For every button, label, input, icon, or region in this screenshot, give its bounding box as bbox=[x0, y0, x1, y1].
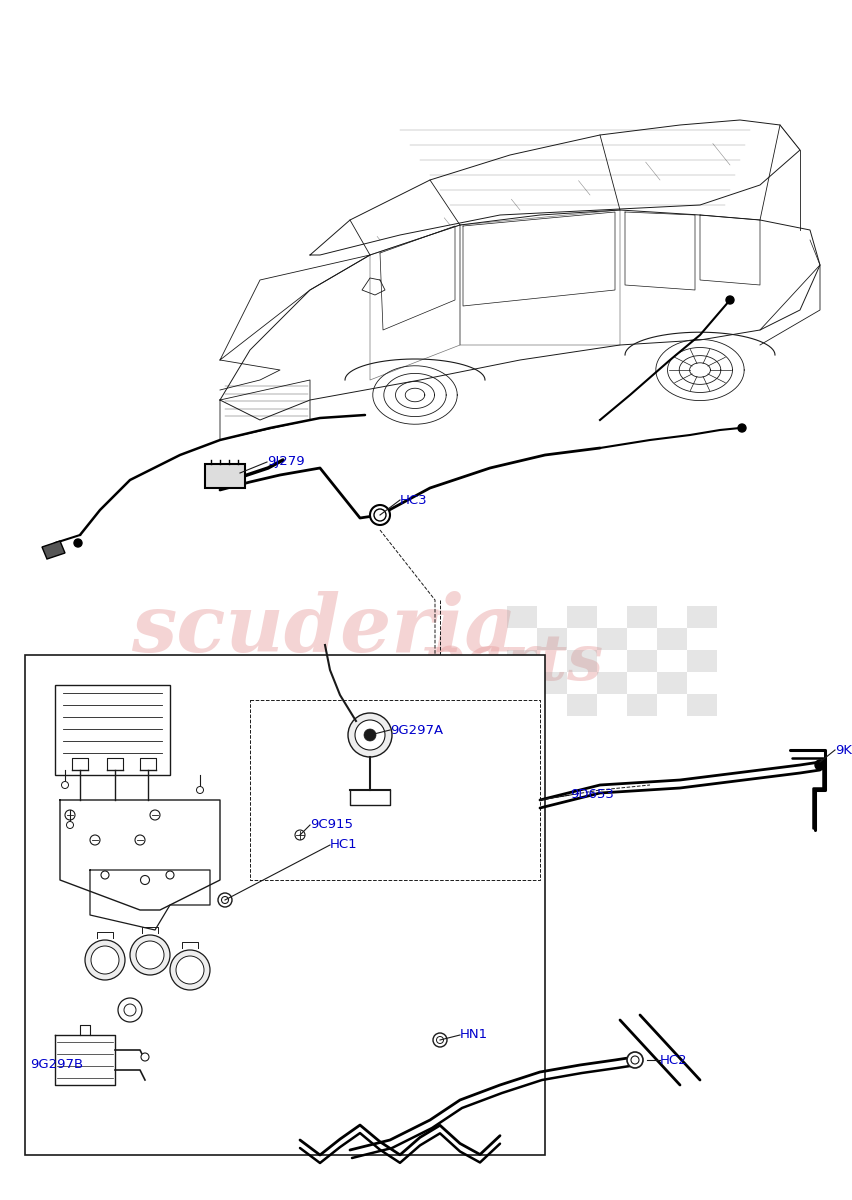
Polygon shape bbox=[567, 606, 597, 628]
Circle shape bbox=[295, 830, 305, 840]
Polygon shape bbox=[627, 694, 657, 716]
Circle shape bbox=[124, 1004, 136, 1016]
Circle shape bbox=[150, 810, 160, 820]
Polygon shape bbox=[507, 650, 537, 672]
Circle shape bbox=[627, 1052, 643, 1068]
Circle shape bbox=[348, 713, 392, 757]
Circle shape bbox=[166, 871, 174, 878]
Polygon shape bbox=[657, 672, 687, 694]
Circle shape bbox=[631, 1056, 639, 1064]
Circle shape bbox=[141, 876, 149, 884]
Text: 9G297B: 9G297B bbox=[30, 1058, 83, 1072]
Circle shape bbox=[65, 810, 75, 820]
Polygon shape bbox=[627, 650, 657, 672]
Circle shape bbox=[136, 941, 164, 970]
Text: c a r   p a r t s: c a r p a r t s bbox=[358, 680, 494, 700]
Polygon shape bbox=[537, 672, 567, 694]
Circle shape bbox=[118, 998, 142, 1022]
Polygon shape bbox=[687, 650, 717, 672]
Polygon shape bbox=[687, 694, 717, 716]
Circle shape bbox=[436, 1037, 444, 1044]
Circle shape bbox=[66, 822, 73, 828]
Text: HN1: HN1 bbox=[460, 1028, 488, 1042]
Text: parts: parts bbox=[418, 632, 604, 695]
Circle shape bbox=[815, 760, 825, 770]
Circle shape bbox=[355, 720, 385, 750]
Circle shape bbox=[218, 893, 232, 907]
Circle shape bbox=[176, 956, 204, 984]
Circle shape bbox=[433, 1033, 447, 1046]
Bar bbox=[25, 655, 545, 1154]
Text: 9D653: 9D653 bbox=[570, 788, 614, 802]
Circle shape bbox=[130, 935, 170, 974]
Circle shape bbox=[738, 424, 746, 432]
Circle shape bbox=[370, 505, 390, 526]
Text: scuderia: scuderia bbox=[131, 592, 516, 668]
Polygon shape bbox=[507, 694, 537, 716]
Text: 9J279: 9J279 bbox=[267, 456, 305, 468]
Polygon shape bbox=[657, 628, 687, 650]
Text: 9K318: 9K318 bbox=[835, 744, 852, 756]
Circle shape bbox=[364, 728, 376, 740]
Circle shape bbox=[101, 871, 109, 878]
Polygon shape bbox=[567, 694, 597, 716]
Polygon shape bbox=[507, 606, 537, 628]
Circle shape bbox=[197, 786, 204, 793]
Circle shape bbox=[91, 946, 119, 974]
Circle shape bbox=[726, 296, 734, 304]
Text: HC3: HC3 bbox=[400, 493, 428, 506]
Polygon shape bbox=[687, 606, 717, 628]
Polygon shape bbox=[597, 672, 627, 694]
Polygon shape bbox=[567, 650, 597, 672]
Circle shape bbox=[61, 781, 68, 788]
Text: HC1: HC1 bbox=[330, 839, 358, 852]
Text: 9C915: 9C915 bbox=[310, 818, 353, 832]
Polygon shape bbox=[597, 628, 627, 650]
Text: 9G297A: 9G297A bbox=[390, 724, 443, 737]
Polygon shape bbox=[537, 628, 567, 650]
Circle shape bbox=[170, 950, 210, 990]
Circle shape bbox=[74, 539, 82, 547]
Circle shape bbox=[135, 835, 145, 845]
Circle shape bbox=[374, 509, 386, 521]
Circle shape bbox=[90, 835, 100, 845]
Circle shape bbox=[222, 896, 228, 904]
Circle shape bbox=[141, 1054, 149, 1061]
Bar bbox=[55, 685, 170, 775]
Bar bbox=[205, 464, 245, 488]
Text: HC2: HC2 bbox=[660, 1054, 688, 1067]
Circle shape bbox=[85, 940, 125, 980]
Polygon shape bbox=[627, 606, 657, 628]
Polygon shape bbox=[42, 541, 65, 559]
